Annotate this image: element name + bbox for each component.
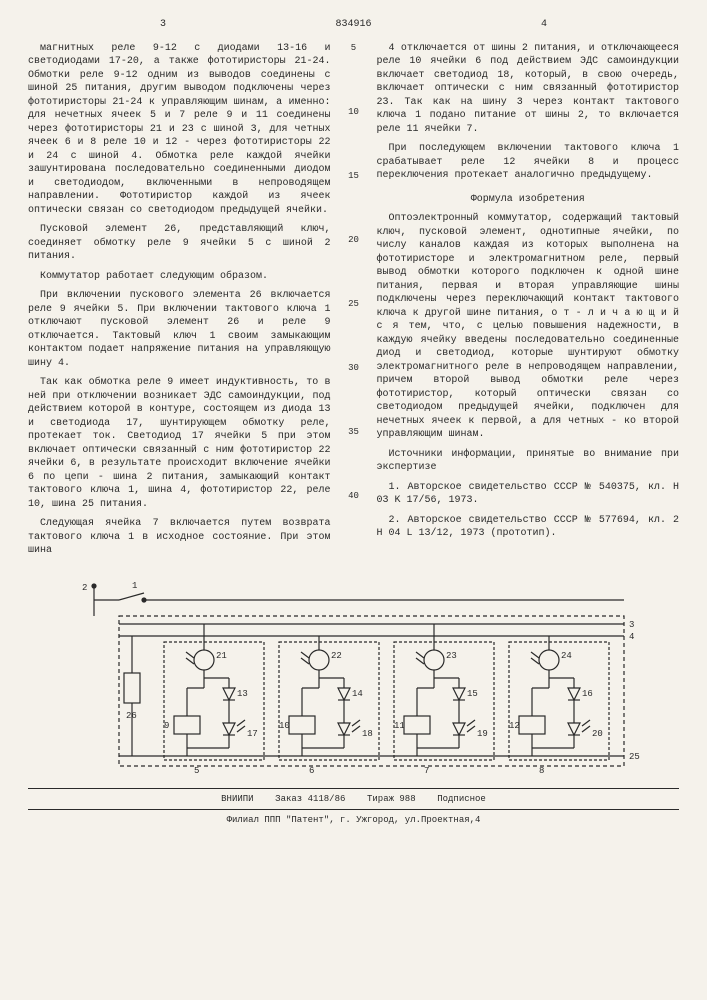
cell: 23 15 11 19 7 xyxy=(394,624,494,776)
page-number-right: 4 xyxy=(541,18,547,32)
svg-text:22: 22 xyxy=(331,651,342,661)
svg-text:10: 10 xyxy=(279,721,290,731)
svg-text:19: 19 xyxy=(477,729,488,739)
col1-p6: Следующая ячейка 7 включается путем возв… xyxy=(28,517,331,558)
source-2: 2. Авторское свидетельство СССР № 577694… xyxy=(377,514,680,541)
svg-text:11: 11 xyxy=(394,721,405,731)
page-number-left: 3 xyxy=(160,18,166,32)
line-num: 40 xyxy=(345,490,363,502)
cell: 24 16 12 20 8 xyxy=(509,636,609,776)
col1-p2: Пусковой элемент 26, представляющий ключ… xyxy=(28,223,331,264)
footer-line2: Филиал ППП "Патент", г. Ужгород, ул.Прое… xyxy=(28,810,679,830)
svg-text:16: 16 xyxy=(582,689,593,699)
cell: 22 14 10 18 6 xyxy=(279,636,379,776)
cell: 21 13 9 17 5 xyxy=(164,624,264,776)
circuit-svg: 2 1 3 4 25 26 xyxy=(64,578,644,778)
col2-p2: При последующем включении тактового ключ… xyxy=(377,142,680,183)
source-1: 1. Авторское свидетельство СССР № 540375… xyxy=(377,481,680,508)
circuit-diagram: 2 1 3 4 25 26 xyxy=(64,578,644,778)
bus-4: 4 xyxy=(629,632,634,642)
line-num: 25 xyxy=(345,298,363,310)
sources-title: Источники информации, принятые во вниман… xyxy=(377,448,680,475)
col1-p4: При включении пускового элемента 26 вклю… xyxy=(28,289,331,370)
footer-org: ВНИИПИ xyxy=(221,794,253,804)
document-number: 834916 xyxy=(28,18,679,32)
svg-text:17: 17 xyxy=(247,729,258,739)
svg-text:24: 24 xyxy=(561,651,572,661)
bus-3: 3 xyxy=(629,620,634,630)
svg-text:21: 21 xyxy=(216,651,227,661)
footer-line1: ВНИИПИ Заказ 4118/86 Тираж 988 Подписное xyxy=(28,788,679,810)
bus-25: 25 xyxy=(629,752,640,762)
svg-text:23: 23 xyxy=(446,651,457,661)
svg-text:6: 6 xyxy=(309,766,314,776)
line-numbers: 5 10 15 20 25 30 35 40 xyxy=(345,42,363,564)
col2-p1: 4 отключается от шины 2 питания, и отклю… xyxy=(377,42,680,137)
text-columns: магнитных реле 9-12 с диодами 13-16 и св… xyxy=(28,42,679,564)
svg-text:12: 12 xyxy=(509,721,520,731)
line-num: 5 xyxy=(345,42,363,54)
line-num: 20 xyxy=(345,234,363,246)
label-2: 2 xyxy=(82,583,87,593)
line-num: 15 xyxy=(345,170,363,182)
svg-text:9: 9 xyxy=(164,721,169,731)
line-num: 30 xyxy=(345,362,363,374)
footer-order: Заказ 4118/86 xyxy=(275,794,345,804)
line-num: 10 xyxy=(345,106,363,118)
svg-text:7: 7 xyxy=(424,766,429,776)
col1-p1: магнитных реле 9-12 с диодами 13-16 и св… xyxy=(28,42,331,218)
svg-text:15: 15 xyxy=(467,689,478,699)
column-left: магнитных реле 9-12 с диодами 13-16 и св… xyxy=(28,42,331,564)
col1-p3: Коммутатор работает следующим образом. xyxy=(28,270,331,284)
svg-text:14: 14 xyxy=(352,689,363,699)
document-page: 3 834916 4 магнитных реле 9-12 с диодами… xyxy=(0,0,707,840)
col1-p5: Так как обмотка реле 9 имеет индуктивнос… xyxy=(28,376,331,511)
label-26: 26 xyxy=(126,711,137,721)
label-1: 1 xyxy=(132,581,137,591)
col2-p3: Оптоэлектронный коммутатор, содержащий т… xyxy=(377,212,680,442)
svg-text:8: 8 xyxy=(539,766,544,776)
column-right: 4 отключается от шины 2 питания, и отклю… xyxy=(377,42,680,564)
svg-text:18: 18 xyxy=(362,729,373,739)
footer-sub: Подписное xyxy=(437,794,486,804)
svg-text:20: 20 xyxy=(592,729,603,739)
formula-title: Формула изобретения xyxy=(377,193,680,207)
svg-text:13: 13 xyxy=(237,689,248,699)
footer-copies: Тираж 988 xyxy=(367,794,416,804)
line-num: 35 xyxy=(345,426,363,438)
svg-text:5: 5 xyxy=(194,766,199,776)
